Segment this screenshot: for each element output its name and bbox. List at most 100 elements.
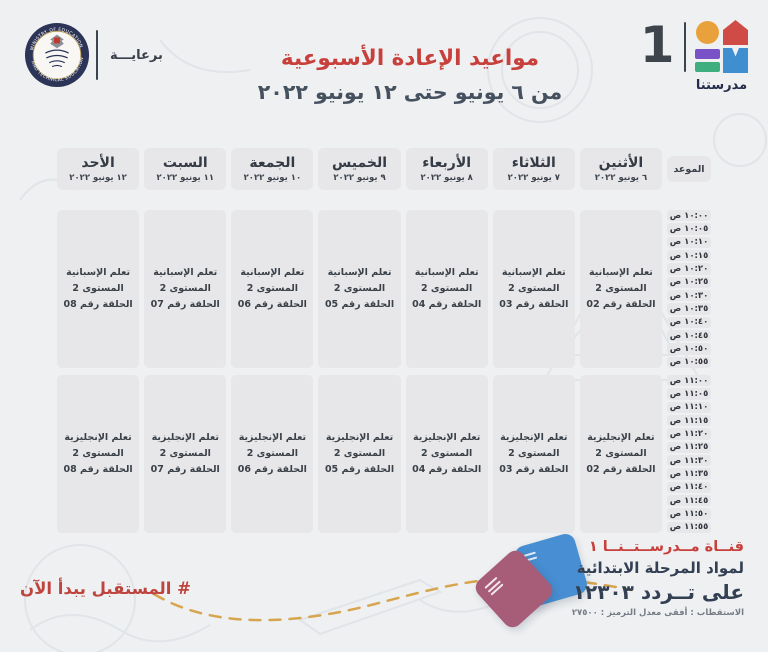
time-slot: ١١:٠٠ ص xyxy=(667,375,711,387)
day-header: الجمعة ١٠ يونيو ٢٠٢٢ xyxy=(231,148,314,190)
program-episode: الحلقة رقم 05 xyxy=(324,463,395,475)
day-date: ٧ يونيو ٢٠٢٢ xyxy=(507,173,560,184)
day-date: ٩ يونيو ٢٠٢٢ xyxy=(333,173,386,184)
time-slot: ١٠:٤٥ ص xyxy=(667,329,711,342)
footer-hashtag: # المستقبل يبدأ الآن xyxy=(20,579,191,598)
program-episode: الحلقة رقم 08 xyxy=(63,298,133,310)
day-name: الأحد xyxy=(81,154,115,171)
time-slot: ١٠:٣٥ ص xyxy=(667,303,711,315)
program-level: المستوى 2 xyxy=(333,283,386,295)
program-level: المستوى 2 xyxy=(246,283,299,295)
program-title: تعلم الإنجليزية xyxy=(325,432,394,444)
program-cell: تعلم الإسبانية المستوى 2 الحلقة رقم 02 xyxy=(579,210,662,368)
time-slot: ١٠:٥٠ ص xyxy=(667,343,711,355)
program-cell: تعلم الإسبانية المستوى 2 الحلقة رقم 04 xyxy=(405,210,488,368)
time-slot: ١١:٢٥ ص xyxy=(667,441,711,453)
program-cell: تعلم الإسبانية المستوى 2 الحلقة رقم 03 xyxy=(492,210,575,368)
program-episode: الحلقة رقم 04 xyxy=(412,463,482,475)
program-title: تعلم الإنجليزية xyxy=(587,432,655,444)
dashed-path-icon xyxy=(152,576,634,622)
ministry-of-education-seal-icon: MINISTRY OF EDUCATION AND TECHNICAL EDUC… xyxy=(24,22,90,88)
channel-info-tech: الاستقطاب : أفقى معدل الترميز : ٢٧٥٠٠ xyxy=(571,608,744,618)
time-column: ١٠:٠٠ ص ١٠:٠٥ ص ١٠:١٠ ص ١٠:١٥ ص ١٠:٢٠ ص ١٠:٢٥… xyxy=(667,210,711,368)
brand-separator xyxy=(683,22,686,72)
day-date: ١٢ يونيو ٢٠٢٢ xyxy=(69,173,127,184)
channel-info-frequency: على تــردد ١٢٣٠٣ xyxy=(572,580,744,604)
program-level: المستوى 2 xyxy=(333,448,386,460)
program-episode: الحلقة رقم 02 xyxy=(586,298,656,310)
channel-brand: 1 مدرستنا xyxy=(640,20,748,93)
program-cell: تعلم الإنجليزية المستوى 2 الحلقة رقم 08 xyxy=(57,375,140,533)
channel-info-name: قنــاة مــدرســتــنــا ١ xyxy=(588,539,744,555)
time-slot: ١٠:٠٠ ص xyxy=(667,210,711,222)
day-name: الأثنين xyxy=(598,154,644,171)
program-title: تعلم الإنجليزية xyxy=(151,432,219,444)
day-name: الأربعاء xyxy=(422,154,472,171)
time-slot: ١١:٢٠ ص xyxy=(667,428,711,440)
day-date: ٦ يونيو ٢٠٢٢ xyxy=(594,173,648,184)
logo-book-icon xyxy=(723,48,748,73)
program-cell: تعلم الإنجليزية المستوى 2 الحلقة رقم 02 xyxy=(579,375,662,533)
logo-house-icon xyxy=(723,20,748,45)
program-episode: الحلقة رقم 05 xyxy=(324,298,395,310)
table-header-row: الموعد الأثنين ٦ يونيو ٢٠٢٢ الثلاثاء ٧ يونيو… xyxy=(57,148,711,190)
program-episode: الحلقة رقم 03 xyxy=(499,463,569,475)
time-slot: ١١:٤٥ ص xyxy=(667,494,711,507)
program-cell: تعلم الإنجليزية المستوى 2 الحلقة رقم 06 xyxy=(231,375,314,533)
program-title: تعلم الإسبانية xyxy=(588,267,653,279)
program-title: تعلم الإنجليزية xyxy=(64,432,132,444)
program-episode: الحلقة رقم 02 xyxy=(586,463,656,475)
day-name: الخميس xyxy=(331,154,388,171)
sponsor-label: برعايـــة xyxy=(110,47,163,63)
program-title: تعلم الإنجليزية xyxy=(413,432,481,444)
program-level: المستوى 2 xyxy=(508,283,560,295)
program-episode: الحلقة رقم 06 xyxy=(237,463,307,475)
program-level: المستوى 2 xyxy=(72,283,124,295)
program-cell: تعلم الإسبانية المستوى 2 الحلقة رقم 05 xyxy=(318,210,401,368)
time-slot: ١١:٠٥ ص xyxy=(667,388,711,400)
time-slot: ١٠:٢٠ ص xyxy=(667,263,711,275)
program-title: تعلم الإسبانية xyxy=(501,267,566,279)
page-title: مواعيد الإعادة الأسبوعية xyxy=(280,46,540,71)
program-cell: تعلم الإنجليزية المستوى 2 الحلقة رقم 04 xyxy=(405,375,488,533)
program-level: المستوى 2 xyxy=(159,283,211,295)
program-level: المستوى 2 xyxy=(420,283,473,295)
time-slot: ١١:١٥ ص xyxy=(667,414,711,427)
time-slot: ١١:٥٠ ص xyxy=(667,508,711,520)
eagle-icon xyxy=(50,34,64,49)
time-slot: ١١:٣٥ ص xyxy=(667,468,711,480)
program-title: تعلم الإسبانية xyxy=(414,267,479,279)
program-title: تعلم الإنجليزية xyxy=(238,432,307,444)
logo-purple-bar-icon xyxy=(695,49,720,59)
time-column: ١١:٠٠ ص ١١:٠٥ ص ١١:١٠ ص ١١:١٥ ص ١١:٢٠ ص ١١:٢٥… xyxy=(667,375,711,533)
day-header: الأربعاء ٨ يونيو ٢٠٢٢ xyxy=(405,148,488,190)
channel-info-stage: لمواد المرحلة الابتدائية xyxy=(576,559,744,577)
program-cell: تعلم الإنجليزية المستوى 2 الحلقة رقم 03 xyxy=(492,375,575,533)
program-level: المستوى 2 xyxy=(595,448,647,460)
program-cell: تعلم الإسبانية المستوى 2 الحلقة رقم 06 xyxy=(231,210,314,368)
time-slot: ١١:٣٠ ص xyxy=(667,454,711,467)
program-episode: الحلقة رقم 07 xyxy=(150,298,220,310)
logo-shapes xyxy=(695,20,748,73)
time-column-header: الموعد xyxy=(667,156,711,182)
time-slot: ١٠:٤٠ ص xyxy=(667,316,711,328)
program-cell: تعلم الإسبانية المستوى 2 الحلقة رقم 07 xyxy=(144,210,227,368)
time-slot: ١٠:٢٥ ص xyxy=(667,276,711,288)
page-subtitle: من ٦ يونيو حتى ١٢ يونيو ٢٠٢٢ xyxy=(257,80,563,104)
program-episode: الحلقة رقم 08 xyxy=(63,463,133,475)
program-cell: تعلم الإنجليزية المستوى 2 الحلقة رقم 07 xyxy=(144,375,227,533)
time-slot: ١١:٥٥ ص xyxy=(667,521,711,533)
program-level: المستوى 2 xyxy=(595,283,647,295)
logo-green-bar-icon xyxy=(695,62,720,72)
program-episode: الحلقة رقم 06 xyxy=(237,298,307,310)
day-header: السبت ١١ يونيو ٢٠٢٢ xyxy=(144,148,227,190)
day-name: الثلاثاء xyxy=(511,154,556,171)
day-name: السبت xyxy=(162,154,208,171)
schedule-block-english: ١١:٠٠ ص ١١:٠٥ ص ١١:١٠ ص ١١:١٥ ص ١١:٢٠ ص ١١:٢٥… xyxy=(57,375,711,533)
logo-bars xyxy=(695,48,720,73)
day-date: ١١ يونيو ٢٠٢٢ xyxy=(156,173,215,184)
day-name: الجمعة xyxy=(249,154,296,171)
channel-name: مدرستنا xyxy=(695,78,748,93)
program-episode: الحلقة رقم 04 xyxy=(412,298,482,310)
time-slot: ١٠:٠٥ ص xyxy=(667,223,711,235)
